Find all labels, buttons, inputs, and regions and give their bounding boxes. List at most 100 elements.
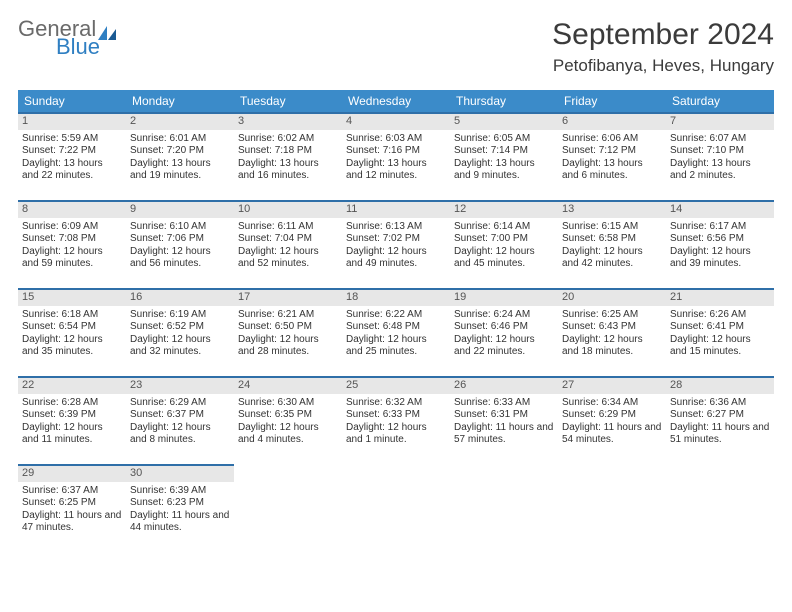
day-number: 27 (558, 378, 666, 394)
sunset-line: Sunset: 7:02 PM (346, 233, 446, 246)
day-number: 24 (234, 378, 342, 394)
sunrise-line: Sunrise: 6:17 AM (670, 221, 770, 234)
calendar-cell: 17Sunrise: 6:21 AMSunset: 6:50 PMDayligh… (234, 288, 342, 376)
daylight-line: Daylight: 13 hours and 22 minutes. (22, 158, 122, 183)
calendar-cell: 23Sunrise: 6:29 AMSunset: 6:37 PMDayligh… (126, 376, 234, 464)
calendar-cell: 25Sunrise: 6:32 AMSunset: 6:33 PMDayligh… (342, 376, 450, 464)
weekday-label: Sunday (18, 90, 126, 112)
sunrise-line: Sunrise: 6:28 AM (22, 397, 122, 410)
sunrise-line: Sunrise: 6:21 AM (238, 309, 338, 322)
sunrise-line: Sunrise: 6:18 AM (22, 309, 122, 322)
sunset-line: Sunset: 7:06 PM (130, 233, 230, 246)
day-number: 10 (234, 202, 342, 218)
sunrise-line: Sunrise: 6:34 AM (562, 397, 662, 410)
calendar-cell: 30 Sunrise: 6:39 AMSunset: 6:23 PMDayligh… (126, 464, 234, 552)
sunrise-line: Sunrise: 6:14 AM (454, 221, 554, 234)
sunset-line: Sunset: 6:41 PM (670, 321, 770, 334)
sunrise-line: Sunrise: 6:11 AM (238, 221, 338, 234)
sunrise-line: Sunrise: 6:15 AM (562, 221, 662, 234)
daylight-line: Daylight: 12 hours and 59 minutes. (22, 246, 122, 271)
sunset-line: Sunset: 7:20 PM (130, 145, 230, 158)
daylight-line: Daylight: 12 hours and 15 minutes. (670, 334, 770, 359)
daylight-line: Daylight: 12 hours and 28 minutes. (238, 334, 338, 359)
calendar: Sunday Monday Tuesday Wednesday Thursday… (18, 90, 774, 552)
sail-icon (98, 22, 116, 36)
day-number: 22 (18, 378, 126, 394)
day-number: 8 (18, 202, 126, 218)
weekday-label: Thursday (450, 90, 558, 112)
calendar-empty-cell (666, 464, 774, 552)
day-number: 16 (126, 290, 234, 306)
calendar-cell: 19Sunrise: 6:24 AMSunset: 6:46 PMDayligh… (450, 288, 558, 376)
sunrise-line: Sunrise: 6:25 AM (562, 309, 662, 322)
calendar-empty-cell (342, 464, 450, 552)
sunset-line: Sunset: 7:16 PM (346, 145, 446, 158)
day-number: 3 (234, 114, 342, 130)
daylight-line: Daylight: 12 hours and 32 minutes. (130, 334, 230, 359)
sunset-line: Sunset: 6:23 PM (130, 497, 230, 510)
sunrise-line: Sunrise: 6:39 AM (130, 485, 230, 498)
daylight-line: Daylight: 12 hours and 8 minutes. (130, 422, 230, 447)
day-number: 30 (126, 466, 234, 482)
daylight-line: Daylight: 12 hours and 49 minutes. (346, 246, 446, 271)
sunrise-line: Sunrise: 6:07 AM (670, 133, 770, 146)
day-number: 15 (18, 290, 126, 306)
calendar-cell: 1Sunrise: 5:59 AMSunset: 7:22 PMDaylight… (18, 112, 126, 200)
weekday-label: Wednesday (342, 90, 450, 112)
daylight-line: Daylight: 13 hours and 19 minutes. (130, 158, 230, 183)
calendar-cell: 2Sunrise: 6:01 AMSunset: 7:20 PMDaylight… (126, 112, 234, 200)
calendar-cell: 5Sunrise: 6:05 AMSunset: 7:14 PMDaylight… (450, 112, 558, 200)
sunset-line: Sunset: 6:52 PM (130, 321, 230, 334)
daylight-line: Daylight: 13 hours and 16 minutes. (238, 158, 338, 183)
calendar-header-row: Sunday Monday Tuesday Wednesday Thursday… (18, 90, 774, 112)
sunset-line: Sunset: 6:35 PM (238, 409, 338, 422)
calendar-cell: 21Sunrise: 6:26 AMSunset: 6:41 PMDayligh… (666, 288, 774, 376)
day-number: 11 (342, 202, 450, 218)
sunset-line: Sunset: 7:12 PM (562, 145, 662, 158)
weekday-label: Monday (126, 90, 234, 112)
calendar-cell: 16Sunrise: 6:19 AMSunset: 6:52 PMDayligh… (126, 288, 234, 376)
sunset-line: Sunset: 7:22 PM (22, 145, 122, 158)
calendar-cell: 4Sunrise: 6:03 AMSunset: 7:16 PMDaylight… (342, 112, 450, 200)
day-number: 23 (126, 378, 234, 394)
calendar-cell: 10Sunrise: 6:11 AMSunset: 7:04 PMDayligh… (234, 200, 342, 288)
sunrise-line: Sunrise: 6:29 AM (130, 397, 230, 410)
title-block: September 2024 Petofibanya, Heves, Hunga… (552, 18, 774, 76)
day-number: 7 (666, 114, 774, 130)
day-number: 28 (666, 378, 774, 394)
calendar-cell: 12Sunrise: 6:14 AMSunset: 7:00 PMDayligh… (450, 200, 558, 288)
sunrise-line: Sunrise: 6:37 AM (22, 485, 122, 498)
calendar-cell: 9Sunrise: 6:10 AMSunset: 7:06 PMDaylight… (126, 200, 234, 288)
day-number: 21 (666, 290, 774, 306)
sunset-line: Sunset: 6:58 PM (562, 233, 662, 246)
sunrise-line: Sunrise: 6:13 AM (346, 221, 446, 234)
day-number: 18 (342, 290, 450, 306)
sunrise-line: Sunrise: 6:33 AM (454, 397, 554, 410)
daylight-line: Daylight: 13 hours and 12 minutes. (346, 158, 446, 183)
day-number: 4 (342, 114, 450, 130)
daylight-line: Daylight: 11 hours and 44 minutes. (130, 510, 230, 535)
daylight-line: Daylight: 12 hours and 4 minutes. (238, 422, 338, 447)
sunrise-line: Sunrise: 5:59 AM (22, 133, 122, 146)
daylight-line: Daylight: 11 hours and 47 minutes. (22, 510, 122, 535)
sunrise-line: Sunrise: 6:02 AM (238, 133, 338, 146)
sunset-line: Sunset: 6:25 PM (22, 497, 122, 510)
sunrise-line: Sunrise: 6:30 AM (238, 397, 338, 410)
sunset-line: Sunset: 6:33 PM (346, 409, 446, 422)
weekday-label: Tuesday (234, 90, 342, 112)
sunset-line: Sunset: 6:50 PM (238, 321, 338, 334)
calendar-body: 1Sunrise: 5:59 AMSunset: 7:22 PMDaylight… (18, 112, 774, 552)
sunset-line: Sunset: 6:39 PM (22, 409, 122, 422)
day-number: 14 (666, 202, 774, 218)
weekday-label: Saturday (666, 90, 774, 112)
sunrise-line: Sunrise: 6:06 AM (562, 133, 662, 146)
sunrise-line: Sunrise: 6:32 AM (346, 397, 446, 410)
weekday-label: Friday (558, 90, 666, 112)
day-number: 25 (342, 378, 450, 394)
day-number: 6 (558, 114, 666, 130)
page-title: September 2024 (552, 18, 774, 52)
day-number: 12 (450, 202, 558, 218)
daylight-line: Daylight: 12 hours and 22 minutes. (454, 334, 554, 359)
calendar-cell: 14Sunrise: 6:17 AMSunset: 6:56 PMDayligh… (666, 200, 774, 288)
day-number: 13 (558, 202, 666, 218)
